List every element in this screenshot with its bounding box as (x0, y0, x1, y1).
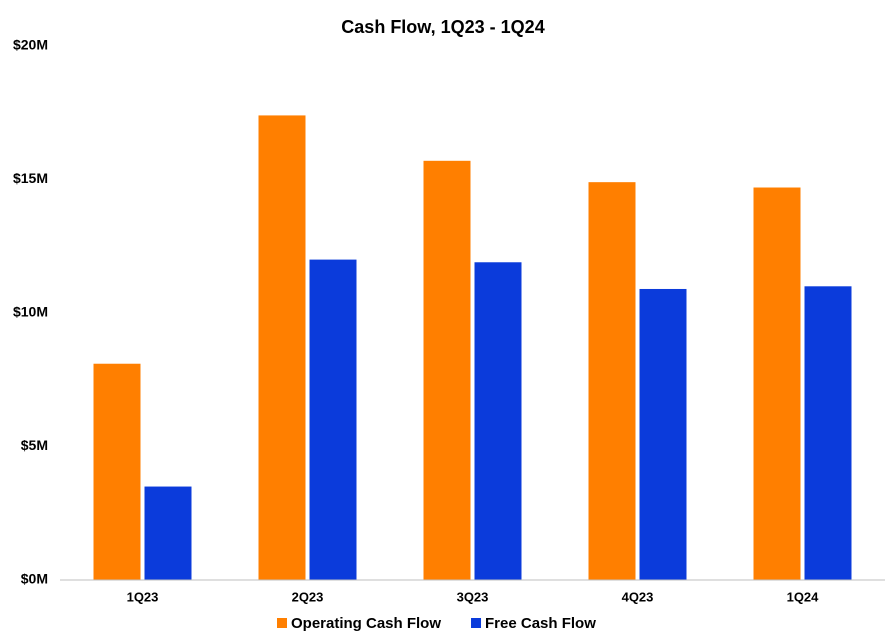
x-tick-label: 1Q24 (787, 589, 820, 604)
legend-swatch (471, 618, 482, 628)
legend-label: Free Cash Flow (485, 615, 596, 632)
x-tick-label: 2Q23 (292, 589, 324, 604)
x-tick-label: 3Q23 (457, 589, 489, 604)
y-tick-label: $20M (13, 37, 48, 53)
x-tick-label: 1Q23 (127, 589, 159, 604)
legend-label: Operating Cash Flow (291, 615, 441, 632)
x-tick-label: 4Q23 (622, 589, 654, 604)
bar (309, 259, 357, 580)
bar (753, 187, 801, 580)
bar (258, 115, 306, 581)
bar (144, 486, 192, 580)
bar (588, 182, 636, 581)
bar (474, 262, 522, 580)
y-tick-label: $5M (21, 437, 48, 453)
bar (804, 286, 852, 580)
bar (639, 288, 687, 580)
bar (423, 160, 471, 580)
bar (93, 363, 141, 580)
y-tick-label: $10M (13, 304, 48, 320)
y-tick-label: $0M (21, 571, 48, 587)
legend-swatch (277, 618, 287, 628)
chart-title: Cash Flow, 1Q23 - 1Q24 (341, 17, 544, 37)
y-tick-label: $15M (13, 170, 48, 186)
